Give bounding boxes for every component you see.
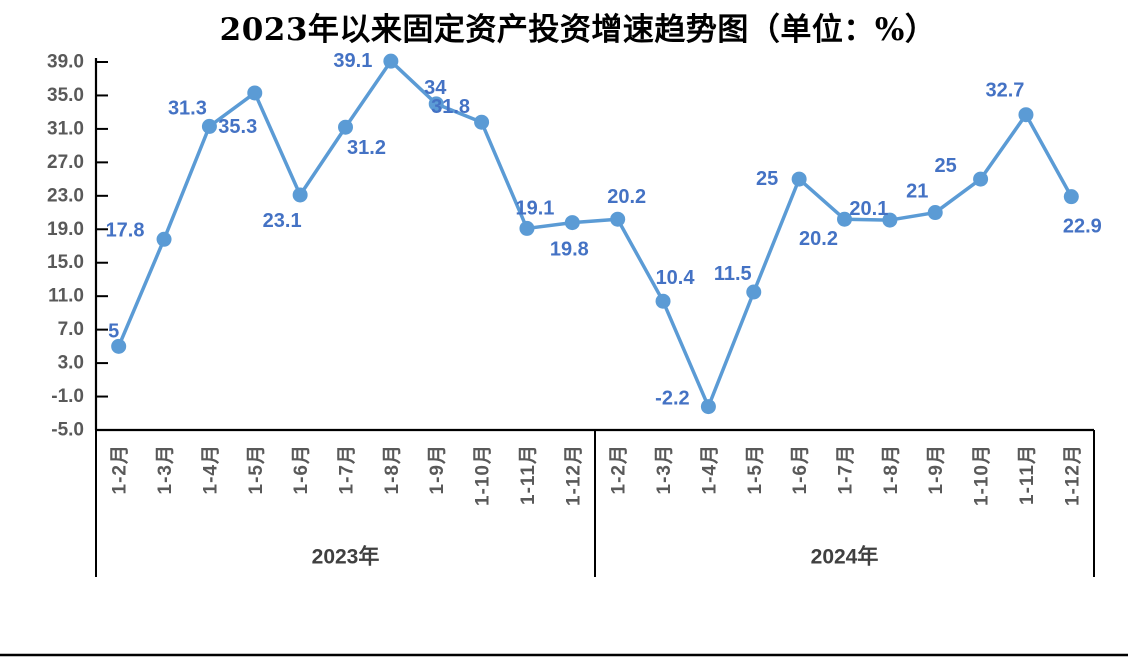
month-label: 1-4月 [200,444,221,494]
month-label: 1-10月 [972,444,993,506]
month-label: 1-9月 [926,444,947,494]
y-tick-label: 23.0 [47,185,84,206]
data-point-label: 19.1 [515,197,554,219]
data-point-marker [201,118,217,134]
month-label: 1-8月 [382,444,403,494]
data-point-label: 31.3 [168,97,207,119]
month-label: 1-6月 [291,444,312,494]
data-point-label: 20.2 [607,186,646,208]
data-point-marker [700,399,716,415]
month-label: 1-11月 [1017,444,1038,505]
data-point-label: 19.8 [550,239,589,261]
data-point-label: 35.3 [218,116,257,138]
data-point-marker [111,338,127,354]
trend-line [116,59,1074,409]
month-label: 1-12月 [1062,444,1083,506]
data-point-marker [519,220,535,236]
y-tick-label: 15.0 [47,252,84,273]
month-label: 1-4月 [699,444,720,494]
data-point-label: 21 [906,181,928,203]
month-label: 1-8月 [881,444,902,494]
data-point-label: 32.7 [985,80,1024,102]
data-point-marker [1063,189,1079,205]
data-point-label: 22.9 [1063,216,1102,238]
data-point-marker [292,187,308,203]
month-label: 1-3月 [155,444,176,494]
y-tick-label: 7.0 [58,319,84,340]
y-tick-label: 11.0 [48,286,84,307]
data-point-marker [338,119,353,135]
y-tick-label: 31.0 [47,118,84,139]
data-point-label: 39.1 [333,50,372,72]
chart-title: 2023年以来固定资产投资增速趋势图（单位：%） [219,12,937,48]
month-label: 1-10月 [473,444,494,506]
month-label: 1-2月 [110,444,131,494]
month-label: 1-9月 [427,444,448,494]
data-point-marker [156,231,172,247]
data-point-marker [564,215,580,231]
data-point-marker [927,205,943,221]
data-point-label: 25 [756,168,778,190]
y-tick-label: 3.0 [58,353,84,374]
data-point-label: 25 [934,155,956,177]
data-point-label: 31.8 [431,96,470,118]
data-point-label: 34 [424,77,447,99]
data-point-label: 17.8 [106,219,145,241]
data-point-label: -2.2 [655,388,689,410]
year-label: 2023年 [312,545,380,569]
month-label: 1-3月 [654,444,675,494]
month-label: 1-6月 [790,444,811,494]
data-point-label: 10.4 [656,267,696,289]
month-label: 1-7月 [836,444,857,494]
data-point-marker [746,284,762,300]
month-label: 1-5月 [745,444,766,494]
month-label: 1-7月 [337,444,358,494]
data-point-marker [474,114,490,130]
data-point-marker [791,171,807,187]
data-point-marker [610,211,626,227]
month-label: 1-5月 [246,444,267,494]
data-point-label: 23.1 [263,210,302,232]
data-point-label: 20.1 [849,198,888,220]
data-point-marker [247,85,263,101]
y-tick-label: 27.0 [47,152,84,173]
data-point-label: 11.5 [714,263,752,285]
year-label: 2024年 [811,545,879,569]
data-point-marker [655,293,671,309]
data-point-marker [882,212,898,228]
y-tick-label: 39.0 [47,52,84,73]
month-label: 1-2月 [609,444,630,494]
data-point-marker [428,96,444,112]
data-point-marker [1018,107,1034,123]
data-point-label: 20.2 [799,228,838,250]
data-point-label: 31.2 [347,137,386,159]
data-point-label: 5 [108,320,119,342]
month-label: 1-12月 [563,444,584,506]
y-tick-label: -1.0 [51,386,84,407]
month-label: 1-11月 [518,444,539,505]
data-point-marker [383,53,399,69]
y-tick-label: -5.0 [51,420,84,441]
y-tick-label: 19.0 [47,219,84,240]
data-point-marker [837,211,852,227]
data-point-marker [973,171,989,187]
y-tick-label: 35.0 [47,85,84,106]
